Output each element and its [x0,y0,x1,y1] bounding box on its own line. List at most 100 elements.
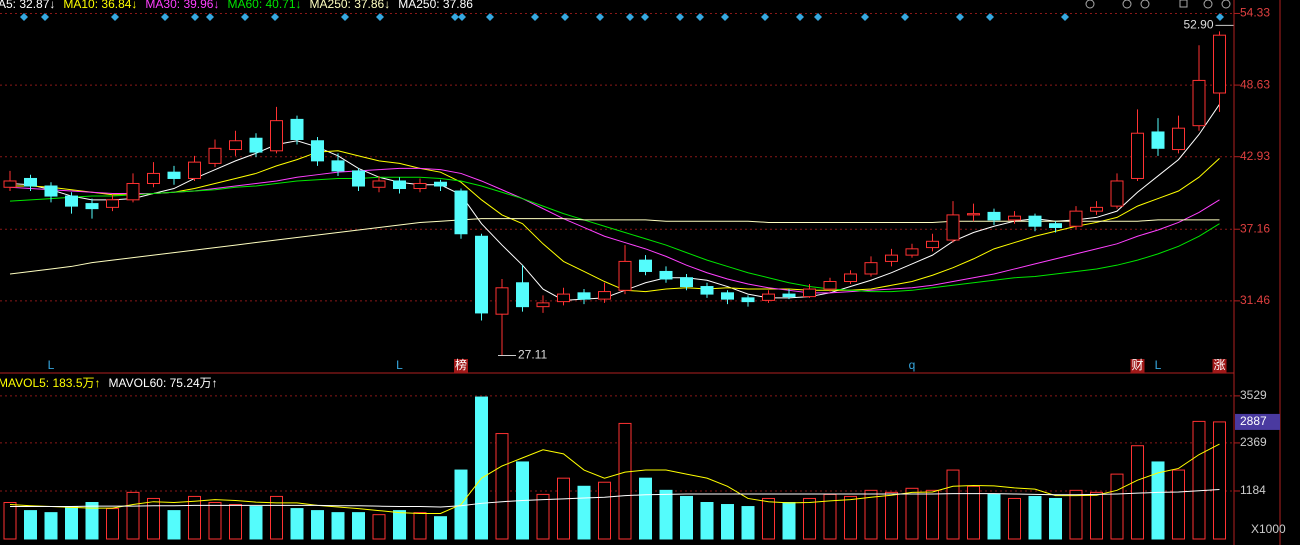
candle-body [454,190,468,235]
marker-box [454,359,468,373]
candle-body [393,180,406,190]
volume-bar [557,477,570,540]
event-diamond [1061,13,1069,21]
volume-bar [1110,473,1124,540]
volume-bar [229,504,242,540]
volume-bar [680,495,693,540]
volume-bar [987,493,1001,540]
candle-body [188,161,201,179]
marker-box [1212,359,1227,373]
candle-body [126,182,140,201]
event-diamond [271,13,279,21]
volume-bar [311,510,324,540]
toolbar[interactable] [1085,0,1231,9]
ma-line [9,218,1220,275]
volume-bar [85,502,99,540]
candle-body [44,185,58,197]
eye-icon[interactable] [1140,0,1150,9]
candle-body [946,214,960,241]
legend-entry: MA60: 40.71↓ [227,0,301,11]
volume-bar [1213,421,1226,540]
marker-label: L [396,358,403,372]
volume-bar [270,495,283,540]
candle-body [331,160,345,172]
candle-body [803,288,816,298]
candle-body [208,147,222,164]
y-tick-label: 2369 [1240,435,1267,449]
y-tick-label: 3529 [1240,388,1267,402]
volume-bar [352,512,365,540]
y-tick-label: 1184 [1240,483,1266,497]
event-diamond [206,13,214,21]
event-diamond [626,13,634,21]
volume-bar [24,510,37,540]
candle-body [249,137,263,153]
candle-body [1008,215,1021,221]
ma-line [9,176,1220,293]
volume-bar [967,485,980,540]
event-diamond [486,13,494,21]
candle-body [147,172,160,184]
volume-bar [721,504,734,540]
candle-body [741,297,755,303]
volume-unit: X1000 [1251,522,1286,536]
candle-body [721,292,734,300]
event-diamond [696,13,704,21]
candle-body [413,182,427,190]
volume-bar [1008,497,1021,540]
volume-bar [188,495,201,540]
window-icon[interactable] [1179,0,1188,8]
volume-bar [885,491,898,540]
candle-body [290,118,304,140]
volume-bar [1131,445,1144,540]
event-diamond [796,13,804,21]
event-diamond [596,13,604,21]
event-diamond [861,13,869,21]
volume-bar [106,508,119,540]
zoom-in-icon[interactable] [1203,0,1213,9]
volume-bar [618,422,632,540]
volume-bar [536,493,550,540]
volume-bar [844,495,857,540]
candle-body [926,240,939,249]
event-diamond [956,13,964,21]
candle-body [352,170,365,187]
event-diamond [721,13,729,21]
event-diamond [641,13,649,21]
candle-body [987,211,1001,221]
settings-icon[interactable] [1085,0,1095,9]
event-diamond [161,13,169,21]
highlight-tick-box [1235,413,1280,430]
candle-body [864,262,878,275]
event-diamond [341,13,349,21]
y-tick-label: 31.46 [1240,293,1270,307]
volume-bar [782,502,796,540]
y-tick-label: 37.16 [1240,221,1270,235]
highlight-tick-label: 2887 [1240,414,1267,428]
legend-entry: MAVOL5: 183.5万↑ [0,376,101,390]
marker-label: L [48,358,55,372]
zoom-out-icon[interactable] [1221,0,1231,9]
volume-bar [44,512,58,540]
candle-body [1213,34,1226,94]
candle-body [167,171,181,179]
volume-bar [167,510,181,540]
volume-bar [598,481,611,540]
event-diamond [531,13,539,21]
ma-line [9,167,1220,294]
y-tick-label: 42.93 [1240,149,1270,163]
ma-line [10,150,1220,293]
y-tick-label: 54.33 [1240,6,1270,20]
candle-body [65,195,78,207]
volume-bar [413,512,427,540]
volume-bar [393,510,406,540]
event-diamond [761,13,769,21]
volume-bar [147,497,160,540]
candle-body [659,270,673,280]
eye-icon[interactable] [1122,0,1132,9]
candle-body [967,213,980,216]
volume-bar [372,514,386,540]
event-diamond [451,13,459,21]
legend-entry: MAVOL60: 75.24万↑ [109,376,218,390]
